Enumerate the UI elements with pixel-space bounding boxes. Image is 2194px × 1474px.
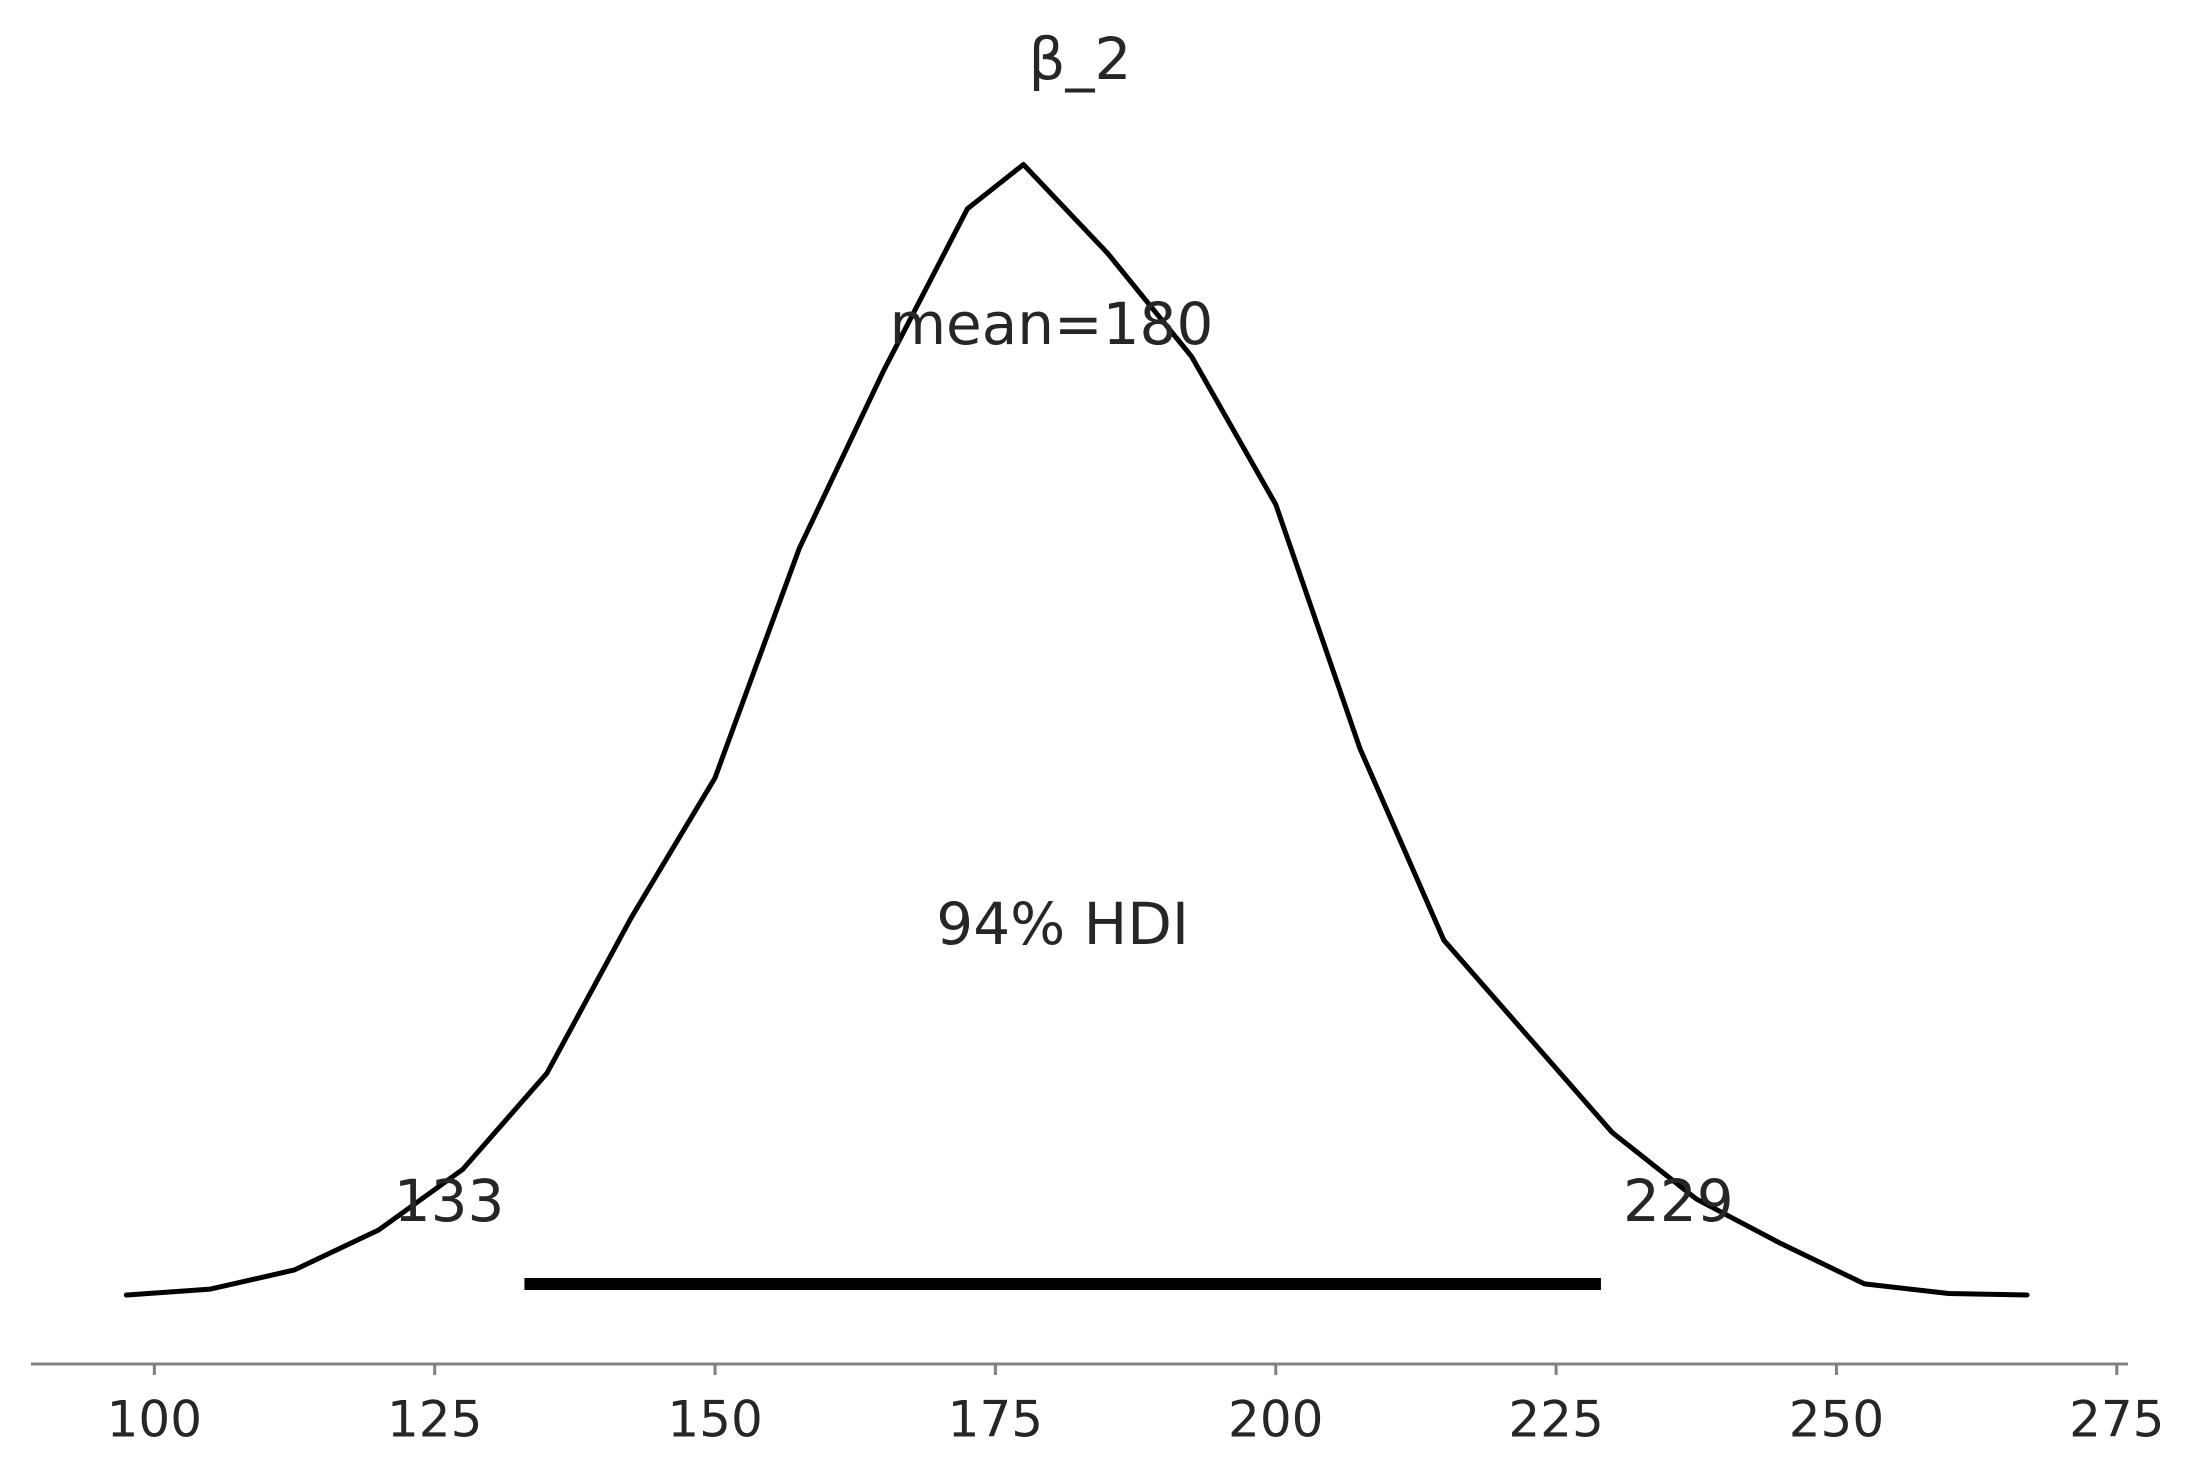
hdi-lower-label: 133 xyxy=(394,1167,505,1235)
x-tick-label: 200 xyxy=(1228,1391,1323,1449)
x-tick-label: 125 xyxy=(387,1391,482,1449)
x-tick-label: 100 xyxy=(107,1391,202,1449)
hdi-label: 94% HDI xyxy=(936,890,1189,958)
x-tick-label: 150 xyxy=(667,1391,762,1449)
x-tick-label: 225 xyxy=(1508,1391,1603,1449)
mean-label: mean=180 xyxy=(890,290,1214,358)
density-curve xyxy=(123,162,2030,1298)
chart-title: β_2 xyxy=(1029,25,1132,93)
hdi-upper-label: 229 xyxy=(1623,1167,1734,1235)
x-tick-label: 275 xyxy=(2069,1391,2164,1449)
x-tick-label: 250 xyxy=(1789,1391,1884,1449)
x-tick-label: 175 xyxy=(948,1391,1043,1449)
